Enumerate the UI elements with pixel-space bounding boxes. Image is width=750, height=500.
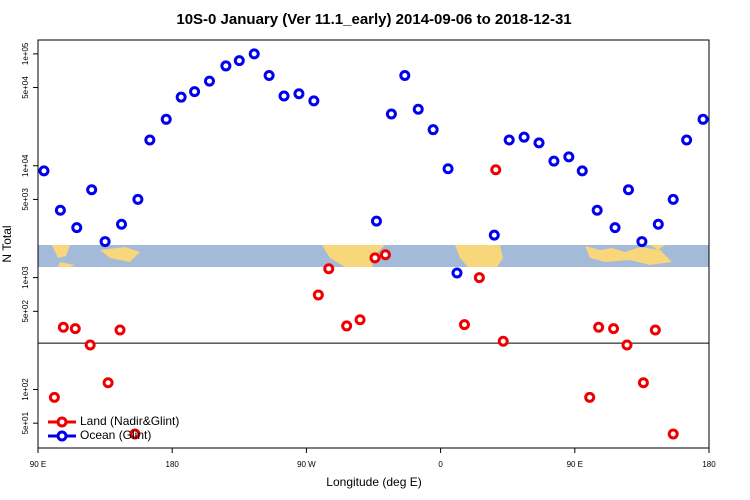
point xyxy=(370,215,382,227)
point xyxy=(57,321,69,333)
y-tick-label: 5e+03 xyxy=(21,188,30,211)
point xyxy=(86,184,98,196)
point xyxy=(220,60,232,72)
x-tick-label: 0 xyxy=(438,460,443,469)
point xyxy=(593,321,605,333)
y-tick-label: 1e+03 xyxy=(21,266,30,289)
point xyxy=(451,267,463,279)
point xyxy=(38,165,50,177)
point xyxy=(54,204,66,216)
x-tick-label: 180 xyxy=(166,460,180,469)
point xyxy=(385,108,397,120)
point xyxy=(681,134,693,146)
point xyxy=(160,113,172,125)
point xyxy=(442,163,454,175)
point xyxy=(622,184,634,196)
point xyxy=(548,155,560,167)
y-tick-label: 5e+02 xyxy=(21,300,30,323)
legend-label: Land (Nadir&Glint) xyxy=(80,414,179,428)
point xyxy=(667,193,679,205)
y-tick-label: 1e+04 xyxy=(21,154,30,177)
point xyxy=(649,324,661,336)
point xyxy=(132,193,144,205)
point xyxy=(354,314,366,326)
chart-title: 10S-0 January (Ver 11.1_early) 2014-09-0… xyxy=(176,11,571,28)
point xyxy=(48,391,60,403)
x-tick-label: 90 E xyxy=(567,460,583,469)
point xyxy=(533,137,545,149)
point xyxy=(189,86,201,98)
point xyxy=(114,324,126,336)
point xyxy=(379,249,391,261)
land-shape xyxy=(455,245,503,267)
x-tick-label: 90 E xyxy=(30,460,46,469)
y-axis-label: N Total xyxy=(0,225,14,262)
legend-label: Ocean (Glint) xyxy=(80,428,151,442)
point xyxy=(71,222,83,234)
point xyxy=(458,319,470,331)
point xyxy=(248,48,260,60)
point xyxy=(129,428,141,440)
point xyxy=(697,113,709,125)
point xyxy=(563,151,575,163)
point xyxy=(203,75,215,87)
point xyxy=(369,252,381,264)
point xyxy=(584,391,596,403)
point xyxy=(667,428,679,440)
point xyxy=(323,263,335,275)
point xyxy=(490,164,502,176)
legend-marker xyxy=(56,416,68,428)
point xyxy=(341,320,353,332)
point xyxy=(308,95,320,107)
land-shape xyxy=(585,245,672,265)
point xyxy=(488,229,500,241)
point xyxy=(102,377,114,389)
point xyxy=(116,218,128,230)
point xyxy=(278,90,290,102)
point xyxy=(621,339,633,351)
point xyxy=(84,339,96,351)
legend-marker xyxy=(56,430,68,442)
point xyxy=(263,70,275,82)
point xyxy=(652,218,664,230)
point xyxy=(591,204,603,216)
y-tick-label: 1e+02 xyxy=(21,378,30,401)
point xyxy=(293,88,305,100)
land-shape xyxy=(52,245,140,267)
point xyxy=(99,236,111,248)
point xyxy=(312,289,324,301)
point xyxy=(473,272,485,284)
plot-frame xyxy=(37,39,710,449)
y-tick-label: 5e+04 xyxy=(21,76,30,99)
point xyxy=(637,377,649,389)
point xyxy=(609,222,621,234)
land-shape xyxy=(322,245,385,267)
point xyxy=(144,134,156,146)
point xyxy=(233,55,245,67)
point xyxy=(608,323,620,335)
point xyxy=(518,131,530,143)
y-tick-label: 5e+01 xyxy=(21,411,30,434)
x-tick-label: 180 xyxy=(702,460,716,469)
point xyxy=(399,70,411,82)
point xyxy=(497,335,509,347)
point xyxy=(412,103,424,115)
point xyxy=(503,134,515,146)
point xyxy=(69,323,81,335)
y-tick-label: 1e+05 xyxy=(21,42,30,65)
point xyxy=(576,165,588,177)
x-tick-label: 90 W xyxy=(297,460,316,469)
point xyxy=(636,236,648,248)
point xyxy=(175,91,187,103)
point xyxy=(427,124,439,136)
x-axis-label: Longitude (deg E) xyxy=(326,475,421,489)
